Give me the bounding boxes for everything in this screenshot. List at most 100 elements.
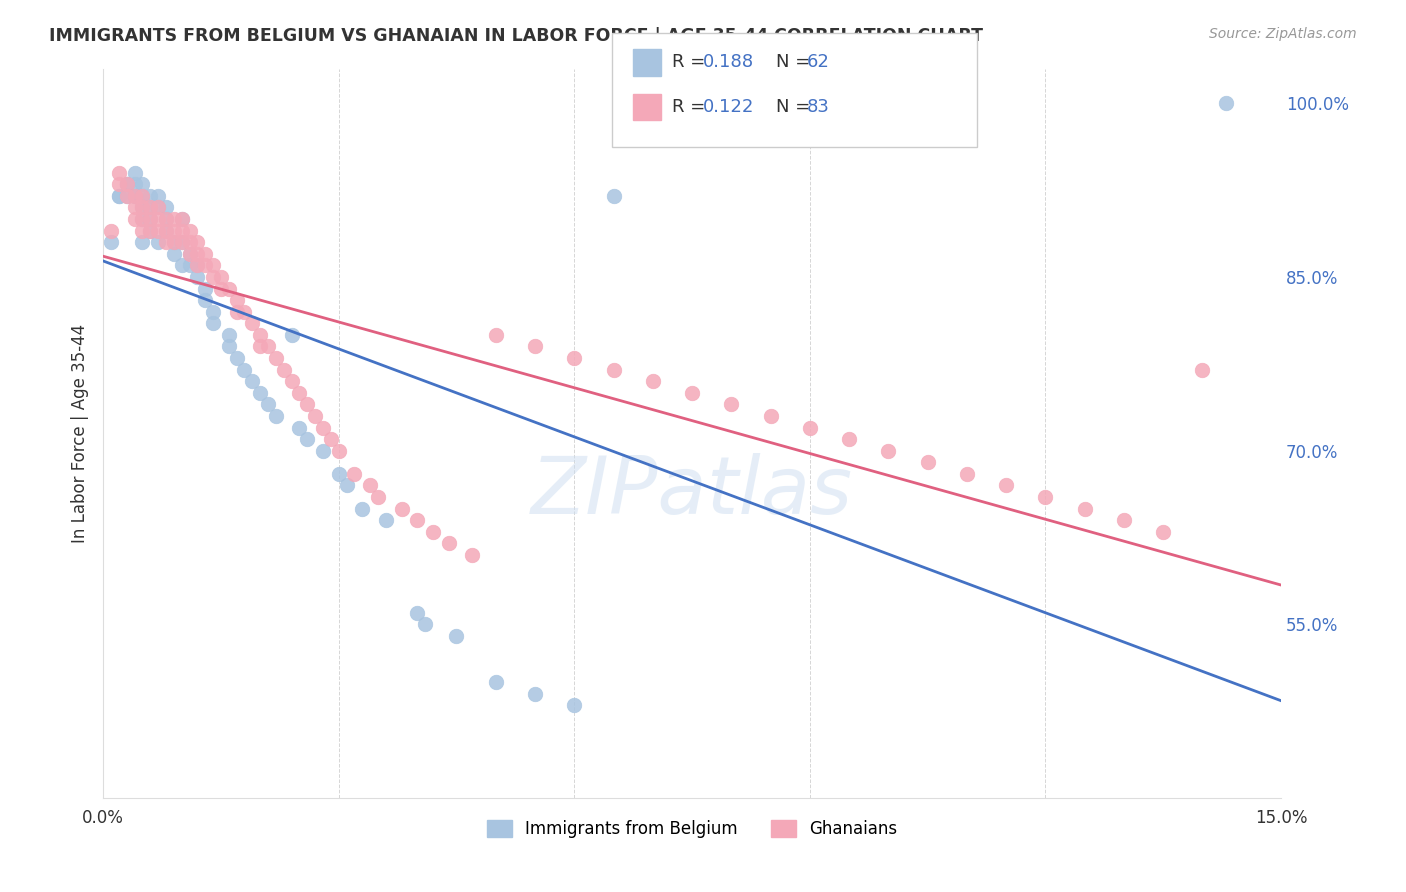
Point xyxy=(100,235,122,250)
Point xyxy=(343,467,366,481)
Point xyxy=(186,259,208,273)
Point xyxy=(131,189,153,203)
Point xyxy=(249,339,271,353)
Point xyxy=(759,409,782,423)
Text: 83: 83 xyxy=(807,98,830,116)
Point xyxy=(391,501,413,516)
Point xyxy=(186,235,208,250)
Point xyxy=(288,385,311,400)
Text: 62: 62 xyxy=(807,54,830,71)
Point xyxy=(367,490,389,504)
Point xyxy=(1035,490,1057,504)
Point xyxy=(170,212,193,227)
Point xyxy=(186,259,208,273)
Point xyxy=(179,235,201,250)
Point xyxy=(124,189,146,203)
Point xyxy=(163,247,186,261)
Point xyxy=(1191,362,1213,376)
Point xyxy=(312,443,335,458)
Point xyxy=(194,293,217,307)
Point xyxy=(249,385,271,400)
Point xyxy=(264,351,287,365)
Point xyxy=(115,178,138,192)
Point xyxy=(257,397,280,411)
Point xyxy=(139,224,162,238)
Point xyxy=(288,420,311,434)
Text: IMMIGRANTS FROM BELGIUM VS GHANAIAN IN LABOR FORCE | AGE 35-44 CORRELATION CHART: IMMIGRANTS FROM BELGIUM VS GHANAIAN IN L… xyxy=(49,27,983,45)
Point xyxy=(100,224,122,238)
Point xyxy=(485,675,508,690)
Point xyxy=(562,351,585,365)
Point xyxy=(264,409,287,423)
Point xyxy=(249,327,271,342)
Point xyxy=(194,282,217,296)
Point xyxy=(170,212,193,227)
Point xyxy=(115,189,138,203)
Point xyxy=(297,432,319,446)
Point xyxy=(413,617,436,632)
Point xyxy=(108,189,131,203)
Point xyxy=(115,189,138,203)
Point xyxy=(240,374,263,388)
Point xyxy=(124,178,146,192)
Point xyxy=(233,304,256,318)
Point xyxy=(170,259,193,273)
Point xyxy=(155,235,177,250)
Point xyxy=(179,247,201,261)
Point xyxy=(917,455,939,469)
Text: N =: N = xyxy=(776,98,815,116)
Point xyxy=(163,212,186,227)
Point xyxy=(359,478,381,492)
Point xyxy=(312,420,335,434)
Point xyxy=(131,178,153,192)
Point xyxy=(139,224,162,238)
Text: R =: R = xyxy=(672,54,711,71)
Point xyxy=(225,293,247,307)
Text: N =: N = xyxy=(776,54,815,71)
Point xyxy=(641,374,664,388)
Point xyxy=(319,432,342,446)
Point xyxy=(437,536,460,550)
Point xyxy=(124,212,146,227)
Point xyxy=(524,687,547,701)
Point xyxy=(240,316,263,330)
Text: R =: R = xyxy=(672,98,711,116)
Point xyxy=(877,443,900,458)
Point xyxy=(179,259,201,273)
Point xyxy=(202,316,225,330)
Point xyxy=(328,443,350,458)
Point xyxy=(155,212,177,227)
Point xyxy=(108,166,131,180)
Point xyxy=(209,270,232,285)
Point xyxy=(131,235,153,250)
Point xyxy=(146,235,169,250)
Point xyxy=(304,409,326,423)
Point xyxy=(139,201,162,215)
Point xyxy=(209,282,232,296)
Point xyxy=(139,212,162,227)
Point xyxy=(115,178,138,192)
Point xyxy=(146,212,169,227)
Point xyxy=(179,247,201,261)
Point xyxy=(146,189,169,203)
Point xyxy=(280,327,302,342)
Point xyxy=(524,339,547,353)
Point xyxy=(163,235,186,250)
Point xyxy=(108,178,131,192)
Point xyxy=(139,189,162,203)
Point xyxy=(131,201,153,215)
Point xyxy=(328,467,350,481)
Point xyxy=(124,166,146,180)
Point xyxy=(562,698,585,713)
Point xyxy=(202,259,225,273)
Point xyxy=(155,201,177,215)
Point xyxy=(602,362,624,376)
Point xyxy=(108,189,131,203)
Point xyxy=(374,513,396,527)
Text: 0.122: 0.122 xyxy=(703,98,755,116)
Point xyxy=(170,224,193,238)
Point xyxy=(186,270,208,285)
Point xyxy=(131,212,153,227)
Point xyxy=(179,224,201,238)
Point xyxy=(124,189,146,203)
